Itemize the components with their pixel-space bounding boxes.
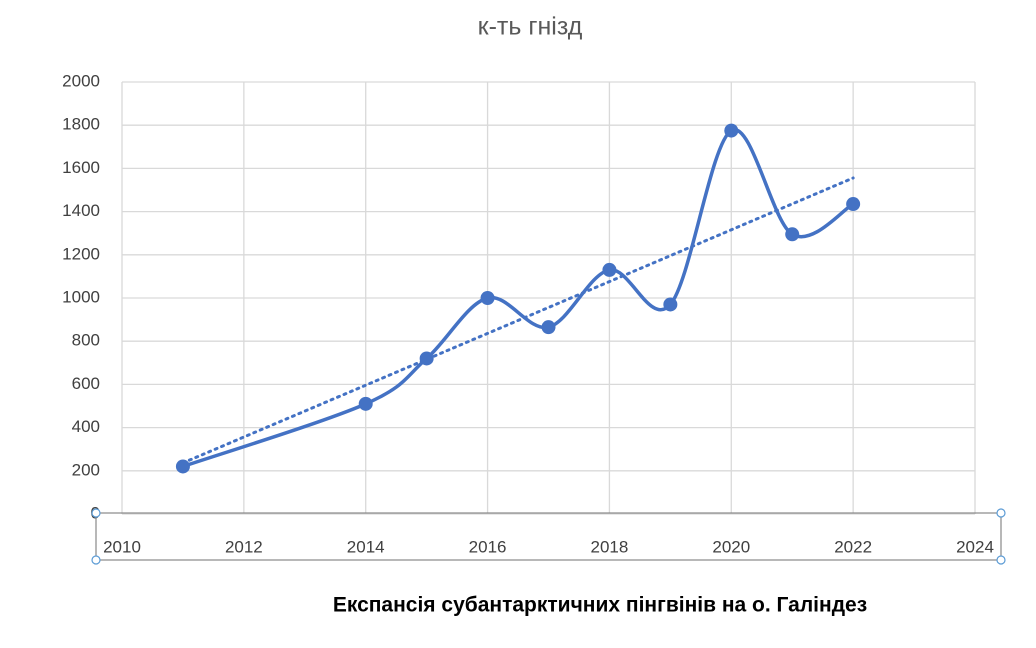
y-tick-label: 200: [72, 460, 100, 479]
data-point: [846, 197, 861, 212]
plot: [175, 123, 861, 474]
x-tick-label: 2020: [712, 537, 750, 556]
y-tick-label: 2000: [62, 71, 100, 90]
y-tick-label: 1000: [62, 287, 100, 306]
y-tick-label: 1800: [62, 115, 100, 134]
data-point: [602, 262, 617, 277]
y-tick-label: 600: [72, 374, 100, 393]
data-point: [175, 459, 190, 474]
data-point: [541, 320, 556, 335]
series-line: [182, 128, 855, 469]
x-tick-label: 2024: [956, 537, 994, 556]
y-tick-label: 1600: [62, 158, 100, 177]
data-point: [358, 396, 373, 411]
data-point: [419, 351, 434, 366]
y-tick-label: 1200: [62, 244, 100, 263]
grid: 0200400600800100012001400160018002000201…: [62, 71, 994, 556]
x-tick-label: 2016: [469, 537, 507, 556]
chart-title: к-ть гнізд: [478, 13, 583, 41]
data-point: [724, 123, 739, 138]
y-tick-label: 1400: [62, 201, 100, 220]
x-tick-label: 2018: [591, 537, 629, 556]
x-tick-label: 2010: [103, 537, 141, 556]
y-tick-label: 400: [72, 417, 100, 436]
chart-subtitle: Експансія субантарктичних пінгвінів на о…: [333, 594, 867, 617]
trendline: [181, 176, 855, 465]
selection-box: [91, 508, 1006, 565]
data-point: [663, 297, 678, 312]
x-tick-label: 2014: [347, 537, 385, 556]
y-tick-label: 800: [72, 331, 100, 350]
data-point: [480, 291, 495, 305]
x-tick-label: 2022: [834, 537, 872, 556]
data-point: [785, 227, 800, 242]
x-tick-label: 2012: [225, 537, 263, 556]
